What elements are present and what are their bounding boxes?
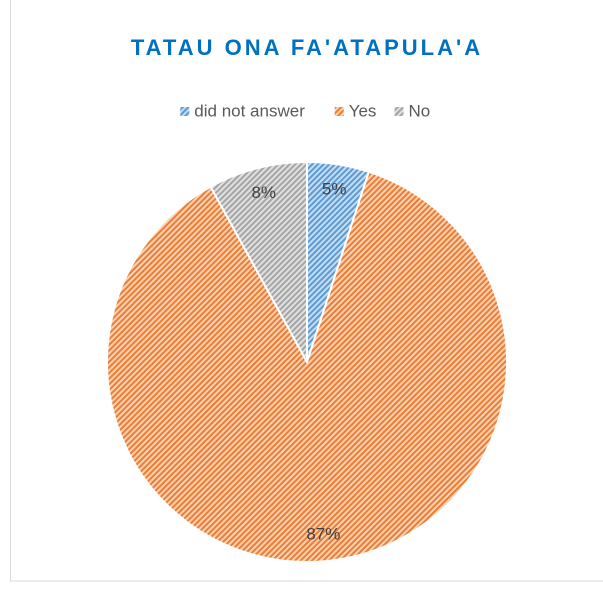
legend-label: No [409,101,431,120]
legend-swatch [180,107,190,116]
data-label: 87% [306,525,340,544]
legend-swatch [334,107,344,116]
chart-title: TATAU ONA FA'ATAPULA'A [131,35,483,60]
legend-swatch [394,107,404,116]
data-label: 8% [251,183,276,202]
legend-label: did not answer [194,101,305,120]
pie-slice [209,160,308,363]
data-label: 5% [322,180,347,199]
pie-slice [106,170,508,563]
legend-label: Yes [349,101,377,120]
